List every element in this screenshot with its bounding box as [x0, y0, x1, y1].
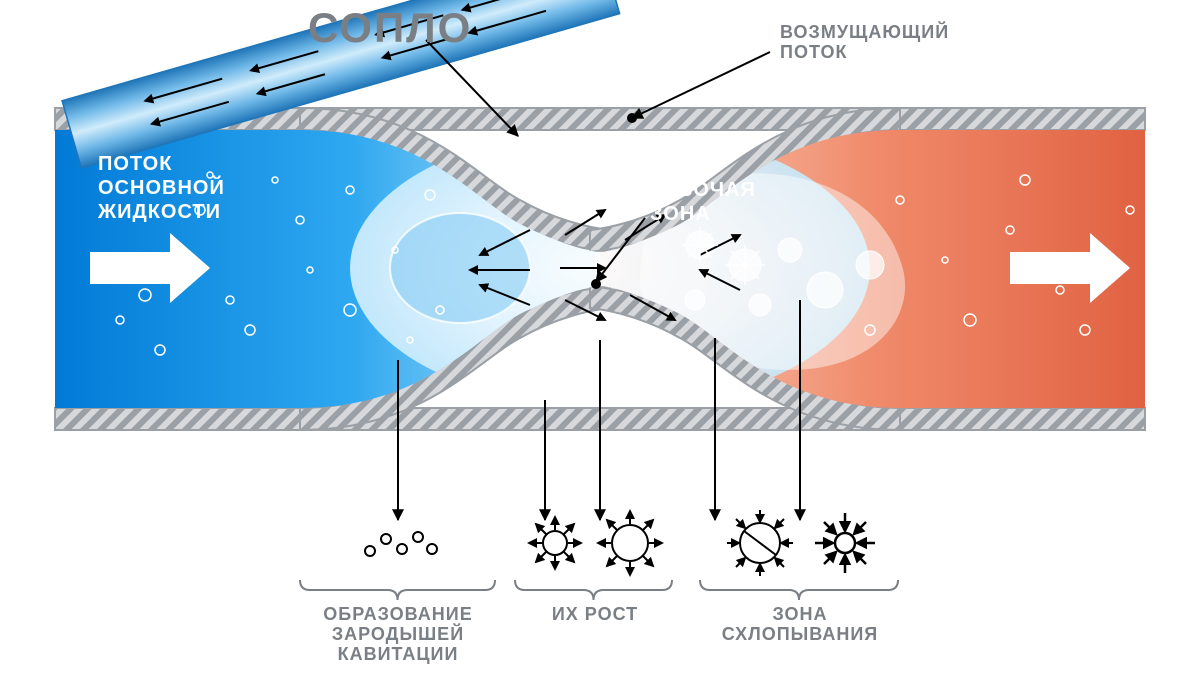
cavitation-diagram: СОПЛО ВОЗМУЩАЮЩИЙ ПОТОК ПОТОК ОСНОВНОЙ Ж… — [0, 0, 1200, 675]
legend-nuc-3: КАВИТАЦИИ — [338, 644, 459, 664]
label-main-3: ЖИДКОСТИ — [97, 201, 221, 223]
title-nozzle: СОПЛО — [308, 4, 472, 51]
svg-text:ЗОНА: ЗОНА — [650, 203, 711, 225]
legend-icons — [365, 510, 875, 576]
svg-text:ОСНОВНОЙ: ОСНОВНОЙ — [98, 175, 225, 199]
svg-text:ЗОНА: ЗОНА — [772, 604, 827, 624]
svg-text:ЖИДКОСТИ: ЖИДКОСТИ — [97, 201, 221, 223]
svg-text:ОБРАЗОВАНИЕ: ОБРАЗОВАНИЕ — [323, 604, 472, 624]
svg-text:ВОЗМУЩАЮЩИЙ: ВОЗМУЩАЮЩИЙ — [780, 21, 949, 42]
svg-text:ПОТОК: ПОТОК — [780, 42, 847, 62]
legend-growth: ИХ РОСТ — [552, 604, 638, 624]
label-main-2: ОСНОВНОЙ — [98, 175, 225, 199]
label-main-1: ПОТОК — [98, 153, 172, 175]
legend-nuc-2: ЗАРОДЫШЕЙ — [332, 623, 464, 644]
svg-text:ИХ РОСТ: ИХ РОСТ — [552, 604, 638, 624]
label-disturbing-1: ВОЗМУЩАЮЩИЙ — [780, 21, 949, 42]
legend-col-1: ЗОНА — [772, 604, 827, 624]
svg-text:ЗАРОДЫШЕЙ: ЗАРОДЫШЕЙ — [332, 623, 464, 644]
legend-nuc-1: ОБРАЗОВАНИЕ — [323, 604, 472, 624]
legend-col-2: СХЛОПЫВАНИЯ — [722, 624, 879, 644]
svg-text:ПОТОК: ПОТОК — [98, 153, 172, 175]
svg-text:КАВИТАЦИИ: КАВИТАЦИИ — [338, 644, 459, 664]
label-workzone-1: РАБОЧАЯ — [650, 179, 756, 201]
label-workzone-2: ЗОНА — [650, 203, 711, 225]
legend-braces — [300, 580, 898, 600]
label-disturbing-2: ПОТОК — [780, 42, 847, 62]
svg-text:СХЛОПЫВАНИЯ: СХЛОПЫВАНИЯ — [722, 624, 879, 644]
svg-text:РАБОЧАЯ: РАБОЧАЯ — [650, 179, 756, 201]
